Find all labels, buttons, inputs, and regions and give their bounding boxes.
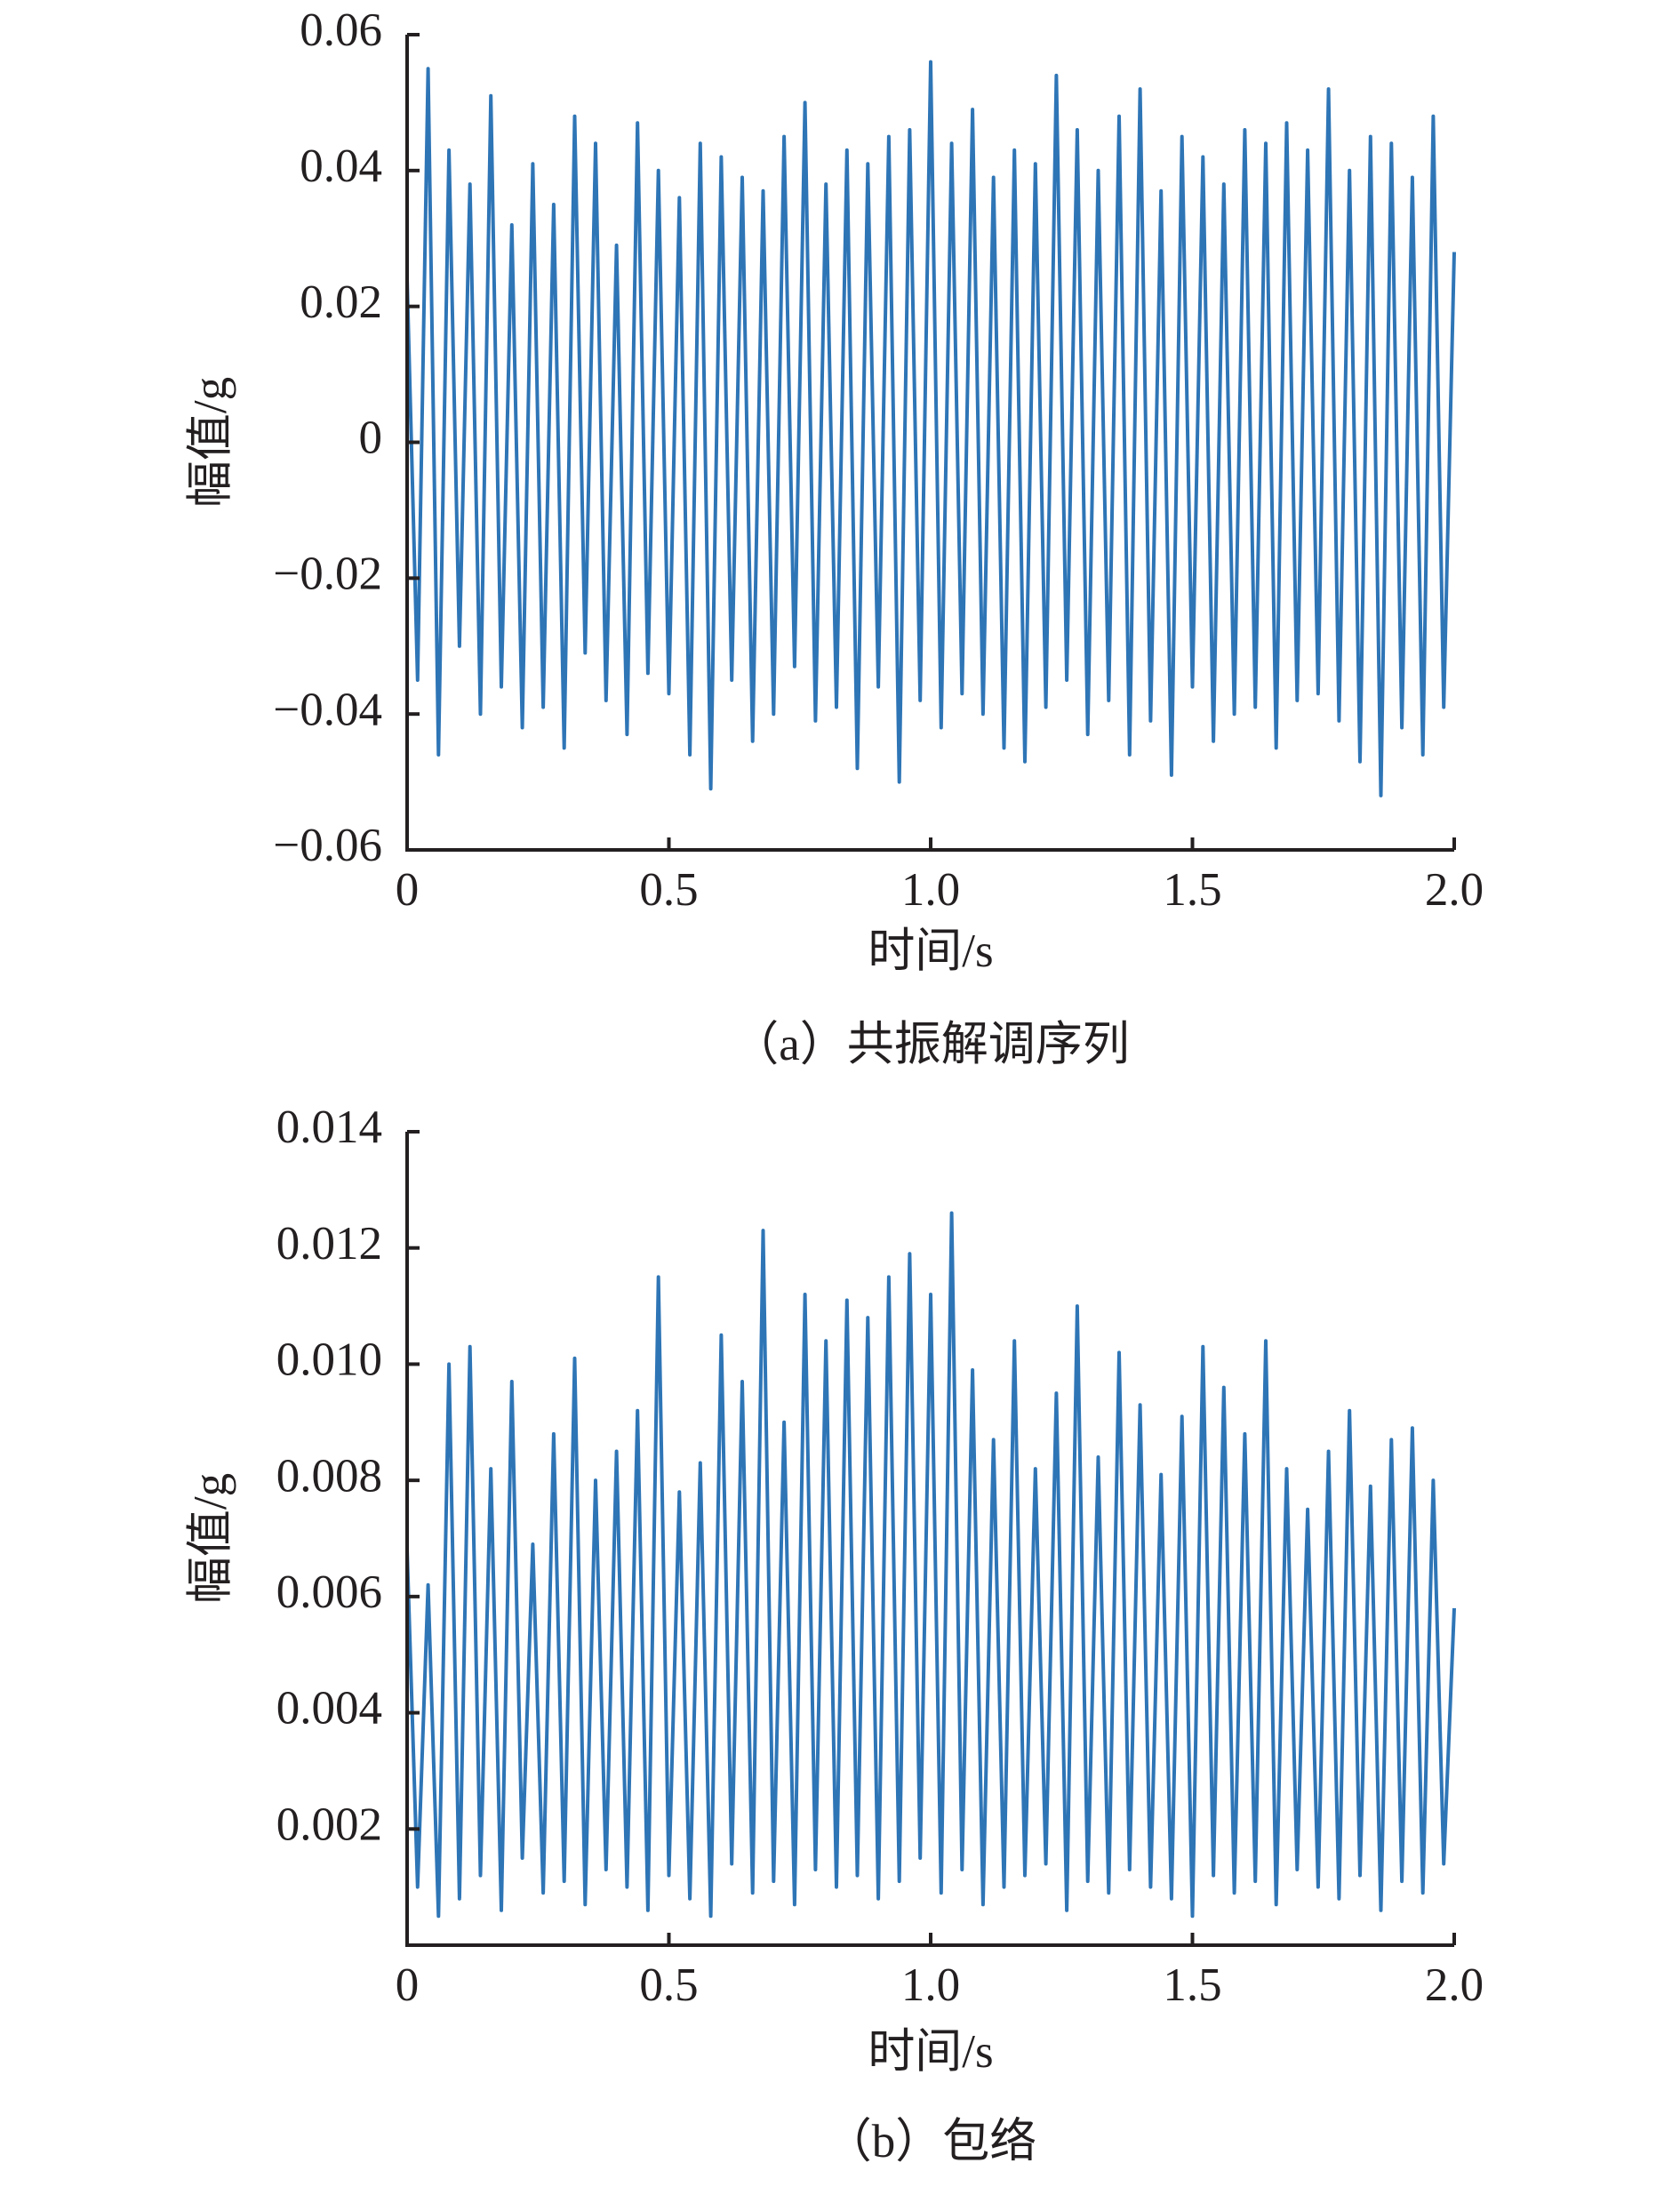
caption: （a）共振解调序列 bbox=[732, 1019, 1130, 1070]
x-tick-label: 1.0 bbox=[901, 864, 960, 916]
y-tick-label: −0.04 bbox=[273, 684, 382, 735]
y-axis-label: 幅值/g bbox=[185, 1473, 236, 1604]
x-axis-label: 时间/s bbox=[868, 925, 993, 977]
x-tick-label: 0.5 bbox=[639, 1959, 698, 2011]
y-tick-label: 0.02 bbox=[300, 276, 382, 328]
y-axis-label: 幅值/g bbox=[185, 377, 236, 508]
y-tick-label: 0.06 bbox=[300, 4, 382, 56]
y-tick-label: 0.014 bbox=[276, 1102, 382, 1153]
y-tick-label: 0.006 bbox=[276, 1566, 382, 1618]
x-tick-label: 2.0 bbox=[1425, 864, 1484, 916]
signal-line bbox=[405, 60, 1456, 797]
y-tick-label: 0.04 bbox=[300, 140, 382, 192]
y-tick-label: 0.008 bbox=[276, 1450, 382, 1502]
x-axis-label: 时间/s bbox=[868, 2026, 993, 2078]
y-tick-label: 0.012 bbox=[276, 1218, 382, 1270]
signal-line bbox=[405, 1211, 1456, 1919]
y-tick-label: 0.010 bbox=[276, 1334, 382, 1386]
y-tick-label: 0 bbox=[359, 413, 383, 464]
y-tick-label: 0.002 bbox=[276, 1798, 382, 1850]
x-tick-label: 2.0 bbox=[1425, 1959, 1484, 2011]
y-tick-label: −0.02 bbox=[273, 548, 382, 599]
y-tick-label: 0.004 bbox=[276, 1683, 382, 1734]
x-tick-label: 1.0 bbox=[901, 1959, 960, 2011]
x-tick-label: 1.5 bbox=[1163, 1959, 1221, 2011]
caption: （b）包络 bbox=[825, 2116, 1037, 2167]
x-tick-label: 0 bbox=[396, 864, 420, 916]
x-tick-label: 0.5 bbox=[639, 864, 698, 916]
x-tick-label: 0 bbox=[396, 1959, 420, 2011]
y-tick-label: −0.06 bbox=[273, 820, 382, 871]
x-tick-label: 1.5 bbox=[1163, 864, 1221, 916]
